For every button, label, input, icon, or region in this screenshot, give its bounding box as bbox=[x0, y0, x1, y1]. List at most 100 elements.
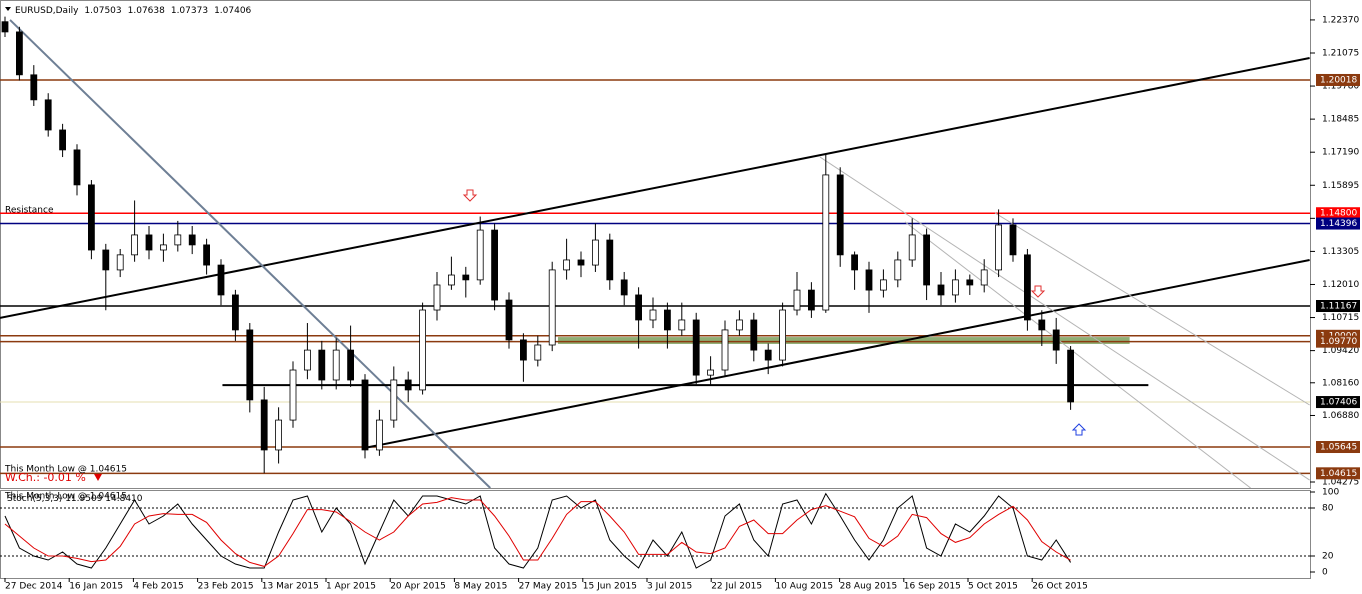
candle-body bbox=[606, 239, 614, 281]
stoch-header: Stoch(5,3,3) 11.9509 14.8410 bbox=[7, 494, 143, 504]
header-value: 1.07406 bbox=[214, 6, 251, 16]
candle-body bbox=[678, 319, 686, 331]
candle-body bbox=[1, 21, 9, 33]
stoch-d: 14.8410 bbox=[105, 494, 142, 504]
menu-arrow bbox=[5, 7, 11, 11]
candle-body bbox=[30, 74, 38, 101]
candle-body bbox=[865, 269, 873, 291]
x-tick-label: 22 Jul 2015 bbox=[711, 582, 762, 592]
candle-body bbox=[952, 279, 959, 296]
y-tick-label: 1.06880 bbox=[1322, 411, 1359, 421]
candle-body bbox=[851, 254, 858, 271]
down-arrow bbox=[1030, 285, 1046, 298]
candle-body bbox=[937, 284, 945, 296]
candle-body bbox=[635, 294, 642, 321]
candle-body bbox=[59, 129, 66, 151]
level-box bbox=[1316, 335, 1360, 348]
y-tick-label: 1.04275 bbox=[1322, 477, 1359, 487]
candle-body bbox=[880, 279, 887, 291]
x-tick-label: 16 Jan 2015 bbox=[69, 582, 123, 592]
level-label: 1.11167 bbox=[1320, 302, 1357, 312]
candle-body bbox=[447, 274, 455, 286]
change-marker bbox=[94, 474, 102, 481]
candle-body bbox=[462, 274, 470, 281]
candle-body bbox=[116, 254, 124, 271]
stoch-k: 11.9509 bbox=[65, 494, 102, 504]
candle-body bbox=[303, 349, 311, 371]
x-tick-label: 16 Sep 2015 bbox=[904, 582, 961, 592]
trendline bbox=[364, 258, 1310, 449]
candle-body bbox=[476, 229, 484, 281]
candle-body bbox=[505, 299, 513, 341]
candle-body bbox=[102, 249, 110, 271]
candle-body bbox=[260, 399, 268, 451]
annotation: This Month Low @ 1.04615 bbox=[4, 492, 127, 502]
level-label: 1.14396 bbox=[1320, 219, 1357, 229]
down-arrow bbox=[462, 189, 478, 202]
candle-body bbox=[188, 234, 196, 246]
candle-body bbox=[750, 319, 758, 351]
candle-body bbox=[534, 344, 542, 361]
stoch-plot bbox=[0, 492, 1310, 569]
candle-body bbox=[1038, 319, 1046, 331]
candle-body bbox=[15, 31, 23, 76]
candle-body bbox=[592, 239, 599, 266]
candle-body bbox=[390, 379, 398, 421]
x-tick-label: 3 Jul 2015 bbox=[647, 582, 692, 592]
y-tick-label: 1.12010 bbox=[1322, 280, 1359, 290]
x-tick-label: 23 Feb 2015 bbox=[198, 582, 254, 592]
header-value: 1.07373 bbox=[171, 6, 208, 16]
y-tick-label: 1.15895 bbox=[1322, 181, 1359, 191]
stoch-name: Stoch(5,3,3) bbox=[7, 494, 62, 504]
candle-body bbox=[203, 244, 211, 266]
candle-body bbox=[289, 369, 297, 421]
candle-body bbox=[275, 419, 283, 451]
x-tick-label: 1 Apr 2015 bbox=[326, 582, 376, 592]
main-pane bbox=[0, 0, 1311, 489]
trendline bbox=[819, 156, 1310, 481]
candle-body bbox=[131, 234, 139, 256]
candle-body bbox=[318, 349, 326, 381]
candle-body bbox=[44, 99, 52, 131]
candle-body bbox=[664, 309, 671, 331]
level-label: 1.04615 bbox=[1320, 469, 1357, 479]
candle-body bbox=[692, 319, 700, 376]
candle-body bbox=[1052, 329, 1060, 351]
candle-body bbox=[404, 379, 412, 391]
trendline bbox=[904, 221, 1251, 488]
support-zone bbox=[557, 337, 1130, 344]
candle-body bbox=[736, 319, 743, 331]
candle-body bbox=[1024, 254, 1031, 321]
annotation: This Month Low @ 1.04615 bbox=[4, 465, 127, 475]
y-tick-label: 1.08160 bbox=[1322, 378, 1359, 388]
candle-body bbox=[721, 329, 729, 371]
x-tick-label: 5 Oct 2015 bbox=[968, 582, 1018, 592]
candle-body bbox=[966, 279, 974, 286]
candle-body bbox=[995, 224, 1002, 271]
candle-body bbox=[217, 264, 225, 296]
y-tick-label: 1.13305 bbox=[1322, 247, 1359, 257]
candle-body bbox=[1067, 349, 1074, 403]
candle-body bbox=[793, 289, 801, 311]
candle-body bbox=[174, 234, 182, 246]
y-tick-label: 1.18485 bbox=[1322, 115, 1359, 125]
header-value: 1.07503 bbox=[84, 6, 121, 16]
level-box bbox=[1316, 217, 1360, 230]
candle-body bbox=[894, 259, 902, 281]
y-tick-label: 1.10715 bbox=[1322, 313, 1359, 323]
level-label: 1.05645 bbox=[1320, 443, 1357, 453]
candle-body bbox=[88, 184, 95, 251]
trendline bbox=[994, 212, 1310, 406]
x-tick-label: 13 Mar 2015 bbox=[262, 582, 319, 592]
stoch-line bbox=[4, 492, 1072, 569]
candle-body bbox=[433, 284, 441, 311]
candle-body bbox=[1009, 224, 1017, 256]
candle-body bbox=[764, 349, 772, 361]
x-tick-label: 15 Jun 2015 bbox=[583, 582, 637, 592]
y-tick-label: 1.21075 bbox=[1322, 48, 1359, 58]
header-value: 1.07638 bbox=[128, 6, 165, 16]
main-plot bbox=[0, 16, 1310, 488]
candle-body bbox=[808, 289, 815, 311]
